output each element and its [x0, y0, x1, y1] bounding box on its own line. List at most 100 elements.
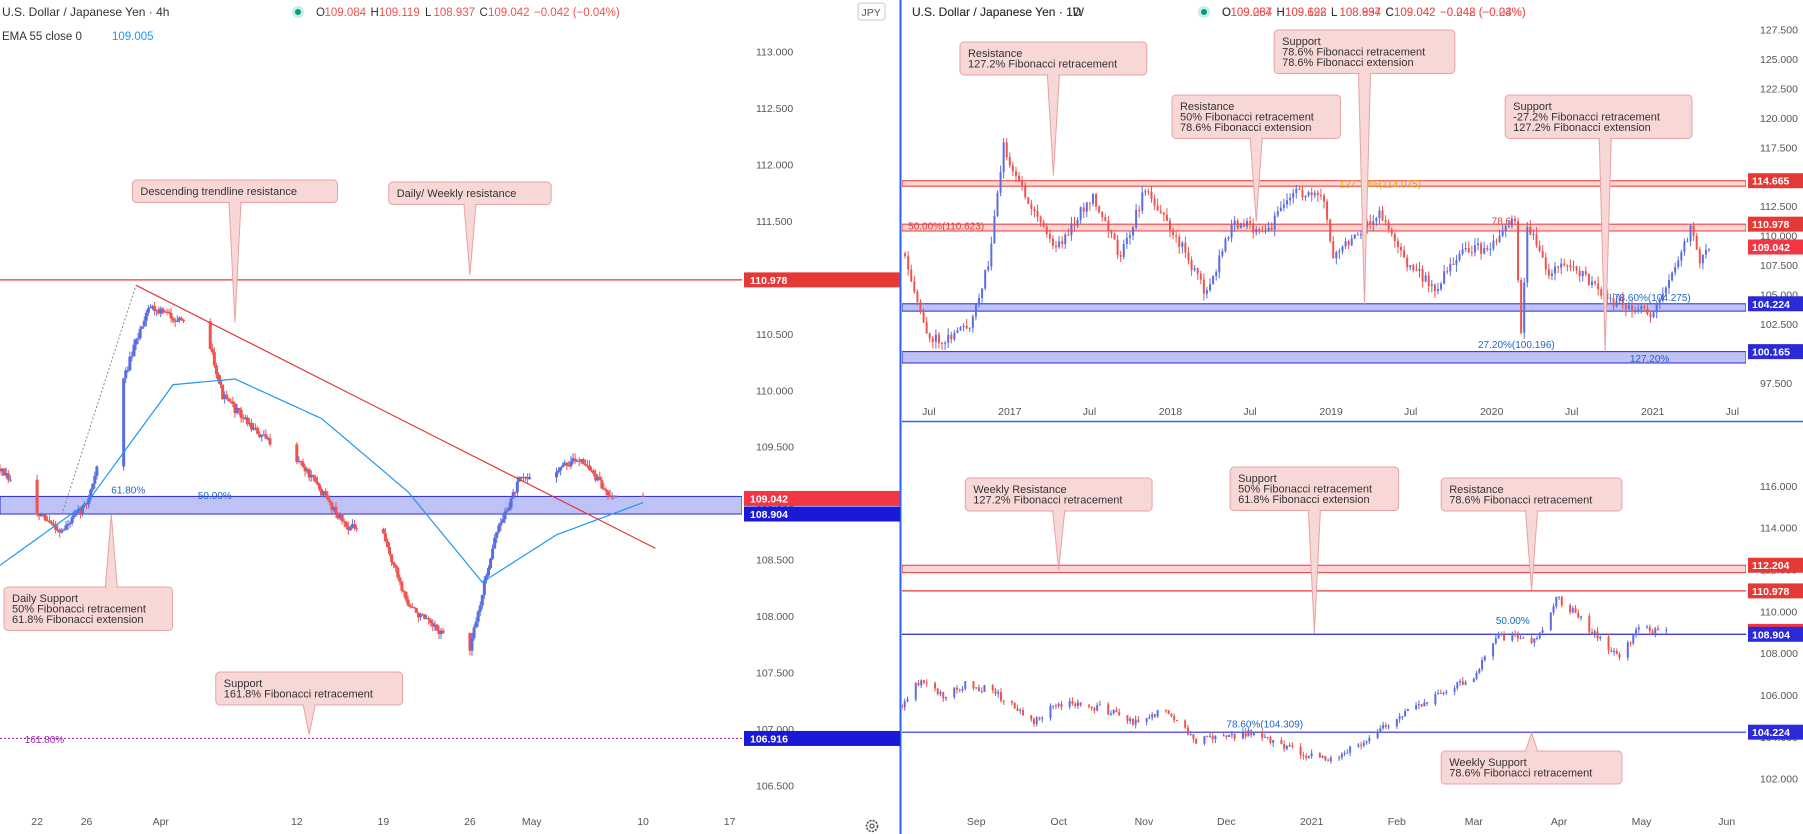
- candle-body: [907, 256, 910, 270]
- price-axis[interactable]: 116.000114.000112.000110.000108.000106.0…: [1748, 481, 1803, 786]
- time-tick-label: May: [1632, 816, 1653, 828]
- price-flag[interactable]: [744, 490, 900, 506]
- candle-body: [1569, 605, 1572, 613]
- price-flag[interactable]: [1748, 626, 1803, 642]
- candle-body: [1307, 192, 1310, 196]
- plot-area[interactable]: 78.60%(104.309) 50.00%: [901, 564, 1746, 764]
- candle-body: [928, 333, 931, 339]
- ohlc-key: L: [425, 7, 432, 19]
- candle-body: [74, 511, 78, 516]
- candle-body: [944, 342, 947, 344]
- price-flag[interactable]: [1748, 216, 1803, 232]
- candle-body: [1288, 745, 1291, 747]
- candle-body: [1286, 200, 1289, 205]
- time-axis[interactable]: Sep Oct Nov Dec 2021 Feb Mar Apr May Jun: [967, 816, 1735, 828]
- candle-body: [1470, 252, 1473, 254]
- time-axis[interactable]: Jul 2017 Jul 2018 Jul 2019 Jul 2020 Jul 2021 Jul: [922, 406, 1739, 418]
- candle-body: [1307, 756, 1310, 758]
- trendline[interactable]: [135, 284, 656, 549]
- candle-body: [1618, 654, 1621, 658]
- candle-body: [1310, 192, 1313, 196]
- candle-body: [130, 356, 134, 358]
- candle-body: [260, 435, 264, 437]
- plot-area[interactable]: 61.80% 50.00% 161.80%: [0, 279, 742, 746]
- candle-body: [93, 475, 97, 484]
- candle-body: [1558, 596, 1561, 598]
- candle-body: [346, 526, 350, 531]
- candle-body: [984, 269, 987, 289]
- candle-body: [1346, 752, 1349, 754]
- price-flag[interactable]: [744, 730, 900, 746]
- candle-body: [1221, 251, 1224, 256]
- settings-gear-icon[interactable]: [865, 819, 879, 833]
- candle-body: [1497, 633, 1500, 639]
- candle-body: [993, 215, 996, 244]
- plot-area[interactable]: 127.20%(114.075) 50.00%(110.623) 78.6 78.60…: [902, 138, 1746, 365]
- price-flag[interactable]: [1748, 173, 1803, 189]
- annotation-callout[interactable]: Daily/ Weekly resistance: [388, 181, 552, 276]
- price-flag[interactable]: [1748, 724, 1803, 740]
- candle-body: [575, 460, 579, 462]
- indicator-label[interactable]: EMA 55 close 0: [2, 31, 82, 43]
- candle-body: [161, 308, 165, 313]
- price-flag[interactable]: [744, 506, 900, 522]
- candle-body: [1472, 678, 1475, 683]
- time-axis[interactable]: 22 26 Apr 12 19 26 May 10 17: [31, 816, 735, 828]
- time-tick-label: Jul: [1243, 406, 1256, 418]
- ohlc-value: 109.122: [1285, 7, 1327, 19]
- candle-body: [962, 325, 965, 328]
- candle-body: [997, 692, 1000, 694]
- candle-body: [1423, 702, 1426, 707]
- candle-body: [1483, 248, 1486, 254]
- candle-body: [1529, 227, 1532, 235]
- panel-1d[interactable]: 78.60%(104.309)50.00%Weekly Resistance12…: [901, 5, 1803, 828]
- annotation-callout[interactable]: Descending trendline resistance: [131, 179, 339, 323]
- currency-badge[interactable]: [857, 2, 886, 21]
- candle-body: [1569, 265, 1572, 268]
- price-flag-label: 110.978: [1752, 586, 1790, 598]
- candle-body: [1538, 245, 1541, 252]
- candle-body: [1239, 223, 1242, 229]
- candle-body: [1594, 281, 1597, 284]
- time-tick-label: Jul: [1404, 406, 1417, 418]
- price-flag[interactable]: [1748, 583, 1803, 599]
- panel-4h[interactable]: 61.80% 50.00% 161.80% Descending trendline …: [0, 2, 900, 828]
- candle-body: [1547, 269, 1550, 276]
- candle-body: [1404, 711, 1407, 717]
- candle-body: [1230, 224, 1233, 238]
- candle-body: [208, 321, 212, 349]
- candle-body: [1541, 251, 1544, 258]
- ohlc-value: 109.267: [1231, 7, 1273, 19]
- price-axis[interactable]: 127.500125.000122.500120.000117.500115.0…: [1748, 24, 1803, 390]
- candle-body: [983, 685, 986, 692]
- candle-body: [1224, 238, 1227, 252]
- price-flag[interactable]: [744, 272, 900, 288]
- price-axis[interactable]: 113.000112.500112.000111.500111.000110.5…: [744, 47, 900, 793]
- candle-body: [1530, 637, 1533, 643]
- panel-1w[interactable]: 127.20%(114.075) 50.00%(110.623) 78.6 78.60…: [902, 5, 1803, 418]
- candle-body: [383, 533, 387, 542]
- ohlc-value: 109.084: [325, 7, 367, 19]
- price-flag[interactable]: [1748, 239, 1803, 255]
- chart-legend[interactable]: U.S. Dollar / Japanese Yen · 1D O 109.084 H…: [912, 5, 1526, 19]
- chart-legend[interactable]: U.S. Dollar / Japanese Yen · 4h O 109.084 H…: [2, 5, 620, 43]
- price-flag[interactable]: [1748, 344, 1803, 360]
- candle-body: [412, 607, 416, 609]
- price-flag[interactable]: [1748, 557, 1803, 573]
- time-tick-label: Dec: [1217, 816, 1236, 828]
- candle-body: [965, 325, 968, 329]
- chart-legend[interactable]: U.S. Dollar / Japanese Yen · 1W O 109.267 H…: [912, 5, 1526, 19]
- candle-body: [1175, 235, 1178, 237]
- annotation-callout[interactable]: Support-27.2% Fibonacci retracement127.2…: [1504, 94, 1693, 352]
- candle-body: [148, 307, 152, 309]
- price-flag[interactable]: [1748, 296, 1803, 312]
